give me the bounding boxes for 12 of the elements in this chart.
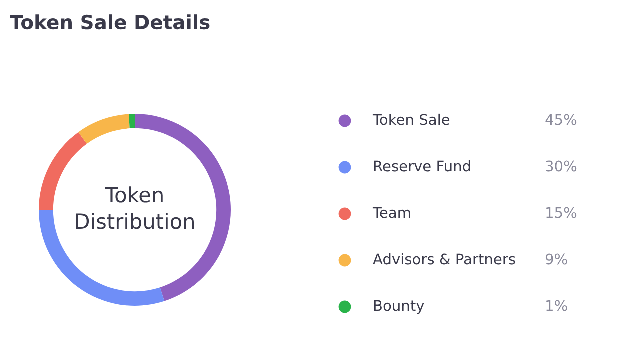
data-label: 45% [546, 114, 577, 126]
data-label: 15% [546, 207, 577, 218]
chart-title: Token Sale Details [10, 14, 210, 30]
legend-label: Advisors & Partners [373, 253, 516, 265]
text: Token Distribution [76, 186, 194, 230]
legend-label: Team [372, 207, 410, 218]
data-label: 30% [546, 160, 577, 172]
legend-label: Bounty [374, 300, 424, 314]
data-label: 9% [546, 254, 568, 265]
legend-label: Reserve Fund [374, 160, 470, 172]
data-label: 1% [546, 300, 568, 312]
legend-label: Token Sale [372, 114, 450, 126]
